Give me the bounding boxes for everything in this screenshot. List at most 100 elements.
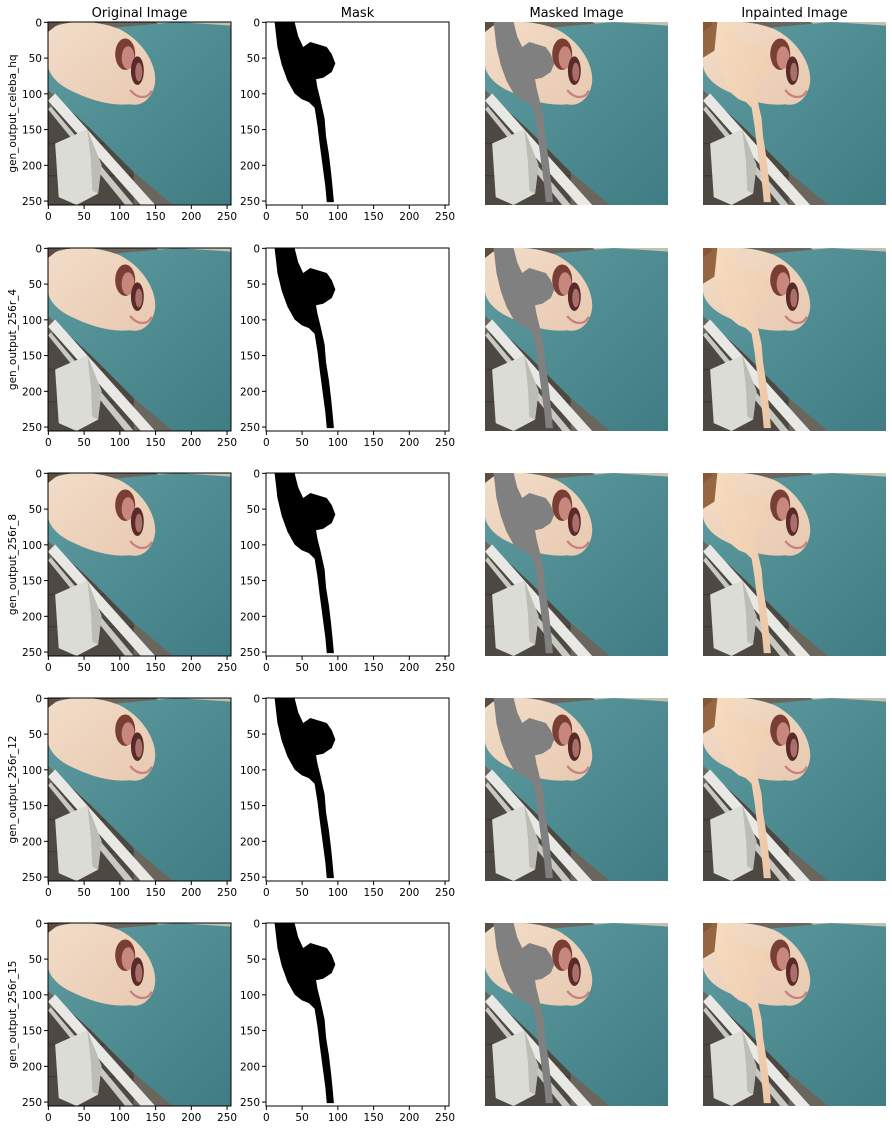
x-tick-label: 250: [435, 211, 455, 223]
x-tick-label: 200: [399, 1112, 419, 1124]
y-tick-label: 250: [22, 1097, 42, 1109]
x-tick-label: 100: [328, 887, 348, 899]
y-tick-label: 50: [29, 53, 42, 65]
x-tick-label: 250: [217, 1112, 237, 1124]
x-tick-label: 150: [364, 211, 384, 223]
y-tick-label: 200: [22, 836, 42, 848]
x-tick-label: 50: [77, 662, 90, 674]
x-tick-label: 0: [263, 662, 270, 674]
y-tick-label: 50: [247, 53, 260, 65]
y-tick-label: 0: [35, 693, 42, 705]
x-tick-label: 50: [77, 887, 90, 899]
x-tick-label: 200: [181, 1112, 201, 1124]
panel-1-3: [703, 248, 886, 431]
x-tick-label: 150: [364, 662, 384, 674]
x-tick-label: 150: [146, 211, 166, 223]
y-tick-label: 50: [247, 279, 260, 291]
column-title-1: Mask: [341, 6, 375, 21]
x-tick-label: 100: [110, 662, 130, 674]
y-tick-label: 50: [247, 954, 260, 966]
panel-1-0: 0 50 100 150 200 250050100150200250: [22, 243, 237, 449]
y-tick-label: 0: [253, 243, 260, 255]
panel-2-2: [485, 473, 668, 656]
x-tick-label: 250: [217, 662, 237, 674]
y-tick-label: 200: [240, 386, 260, 398]
x-tick-label: 100: [110, 1112, 130, 1124]
y-tick-label: 50: [29, 279, 42, 291]
y-tick-label: 150: [240, 576, 260, 588]
x-tick-label: 50: [295, 887, 308, 899]
x-tick-label: 0: [45, 1112, 52, 1124]
panel-grid: gen_output_celeba_hq0 50 100 150 200 25005010…: [7, 17, 886, 1124]
x-tick-label: 250: [435, 1112, 455, 1124]
y-tick-label: 50: [247, 504, 260, 516]
panel-1-2: [485, 248, 668, 431]
x-tick-label: 50: [77, 211, 90, 223]
x-tick-label: 250: [435, 887, 455, 899]
y-tick-label: 100: [240, 89, 260, 101]
row-label-0: gen_output_celeba_hq: [7, 54, 19, 172]
y-tick-label: 50: [29, 729, 42, 741]
y-tick-label: 0: [253, 468, 260, 480]
y-tick-label: 250: [22, 196, 42, 208]
x-tick-label: 250: [435, 437, 455, 449]
x-tick-label: 100: [328, 1112, 348, 1124]
x-tick-label: 200: [181, 662, 201, 674]
y-tick-label: 150: [240, 1026, 260, 1038]
x-tick-label: 0: [263, 437, 270, 449]
x-tick-label: 250: [435, 662, 455, 674]
y-tick-label: 150: [240, 351, 260, 363]
y-tick-label: 100: [240, 540, 260, 552]
x-tick-label: 250: [217, 887, 237, 899]
y-tick-label: 50: [29, 504, 42, 516]
panel-2-3: [703, 473, 886, 656]
x-tick-label: 250: [217, 437, 237, 449]
y-tick-label: 200: [240, 836, 260, 848]
column-title-2: Masked Image: [529, 6, 623, 21]
y-tick-label: 50: [29, 954, 42, 966]
x-tick-label: 0: [45, 211, 52, 223]
y-tick-label: 150: [22, 351, 42, 363]
y-tick-label: 250: [22, 422, 42, 434]
x-tick-label: 200: [181, 211, 201, 223]
panel-0-1: 0 50 100 150 200 250050100150200250: [240, 17, 455, 223]
x-tick-label: 150: [146, 437, 166, 449]
y-tick-label: 150: [22, 576, 42, 588]
y-tick-label: 200: [240, 1061, 260, 1073]
y-tick-label: 50: [247, 729, 260, 741]
x-tick-label: 0: [263, 1112, 270, 1124]
y-tick-label: 0: [35, 468, 42, 480]
y-tick-label: 0: [253, 918, 260, 930]
x-tick-label: 50: [295, 662, 308, 674]
x-tick-label: 150: [364, 437, 384, 449]
y-tick-label: 150: [240, 801, 260, 813]
x-tick-label: 0: [45, 662, 52, 674]
x-tick-label: 100: [328, 437, 348, 449]
y-tick-label: 0: [253, 693, 260, 705]
x-tick-label: 0: [45, 887, 52, 899]
x-tick-label: 200: [399, 662, 419, 674]
y-tick-label: 100: [22, 765, 42, 777]
y-tick-label: 150: [240, 125, 260, 137]
panel-0-2: [485, 22, 668, 205]
y-tick-label: 250: [22, 647, 42, 659]
x-tick-label: 200: [181, 887, 201, 899]
x-tick-label: 200: [399, 211, 419, 223]
y-tick-label: 100: [240, 990, 260, 1002]
y-tick-label: 100: [22, 315, 42, 327]
x-tick-label: 50: [295, 437, 308, 449]
x-tick-label: 150: [146, 662, 166, 674]
row-label-4: gen_output_256r_15: [7, 961, 19, 1069]
panel-4-3: [703, 923, 886, 1106]
y-tick-label: 200: [22, 1061, 42, 1073]
y-tick-label: 250: [240, 647, 260, 659]
y-tick-label: 100: [22, 540, 42, 552]
row-label-2: gen_output_256r_8: [7, 514, 19, 615]
y-tick-label: 150: [22, 1026, 42, 1038]
y-tick-label: 200: [22, 611, 42, 623]
x-tick-label: 250: [217, 211, 237, 223]
y-tick-label: 250: [240, 872, 260, 884]
